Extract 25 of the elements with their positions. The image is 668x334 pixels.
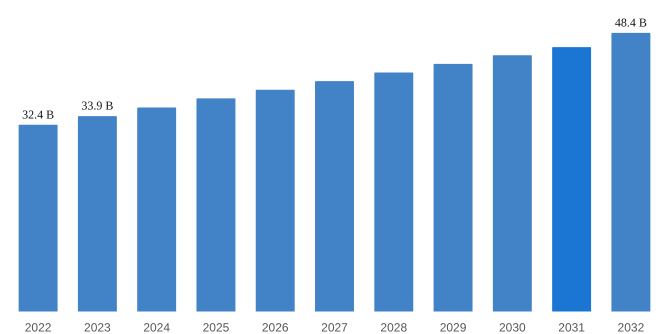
x-tick-label: 2024 — [143, 320, 170, 334]
x-tick-label: 2031 — [558, 320, 586, 334]
x-tick-label: 2022 — [24, 320, 52, 334]
x-tick-label: 2029 — [440, 320, 467, 334]
bar — [315, 81, 354, 312]
bar — [611, 32, 650, 312]
data-label: 48.4 B — [614, 15, 647, 30]
x-tick-label: 2030 — [498, 320, 526, 334]
x-tick-label: 2026 — [262, 320, 289, 334]
bar — [256, 90, 295, 312]
bar — [434, 64, 473, 312]
bar — [78, 116, 117, 312]
bar — [552, 47, 592, 312]
x-tick-label: 2027 — [321, 320, 348, 334]
bar — [18, 124, 58, 312]
x-tick-label: 2023 — [84, 320, 112, 334]
data-label: 33.9 B — [81, 98, 114, 113]
x-tick-label: 2032 — [618, 320, 645, 334]
bar — [374, 72, 414, 312]
bar — [137, 108, 176, 312]
bar — [196, 98, 236, 312]
data-label: 32.4 B — [22, 107, 54, 122]
x-tick-label: 2025 — [202, 320, 230, 334]
bar — [492, 55, 532, 312]
x-tick-label: 2028 — [380, 320, 408, 334]
